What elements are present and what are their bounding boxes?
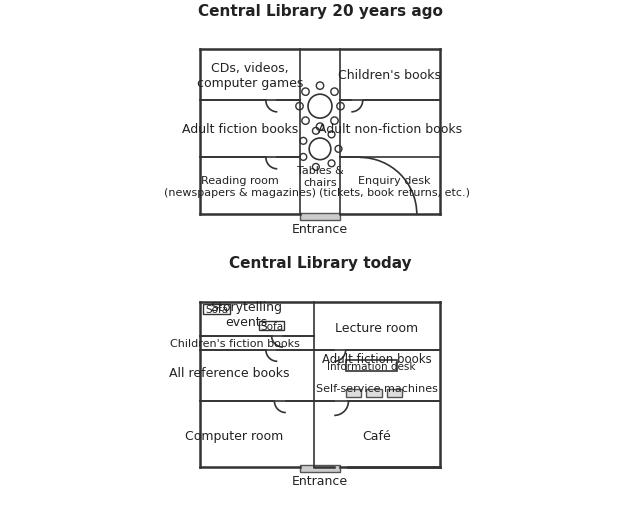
Text: Entrance: Entrance xyxy=(292,223,348,236)
Bar xyxy=(366,389,382,397)
Text: Children's fiction books: Children's fiction books xyxy=(170,338,300,348)
Text: Sofa: Sofa xyxy=(205,305,228,315)
Text: Reading room
(newspapers & magazines): Reading room (newspapers & magazines) xyxy=(164,176,316,197)
Text: Children's books: Children's books xyxy=(339,69,441,82)
Text: Information desk: Information desk xyxy=(327,361,415,371)
Bar xyxy=(346,361,397,372)
Text: Tables &
chairs: Tables & chairs xyxy=(296,166,344,187)
Text: Self-service machines: Self-service machines xyxy=(316,384,438,393)
Text: Computer room: Computer room xyxy=(186,429,284,442)
Bar xyxy=(346,389,362,397)
Text: Adult non-fiction books: Adult non-fiction books xyxy=(317,123,462,136)
Title: Central Library today: Central Library today xyxy=(228,256,412,271)
Text: Adult fiction books: Adult fiction books xyxy=(322,352,432,365)
Bar xyxy=(259,322,284,330)
Text: Sofa: Sofa xyxy=(260,321,283,331)
Bar xyxy=(300,465,340,472)
Text: CDs, videos,
computer games: CDs, videos, computer games xyxy=(197,62,303,90)
Bar xyxy=(204,305,230,315)
Title: Central Library 20 years ago: Central Library 20 years ago xyxy=(198,4,442,19)
Bar xyxy=(300,214,340,221)
Text: Adult fiction books: Adult fiction books xyxy=(182,123,298,136)
Text: All reference books: All reference books xyxy=(168,367,289,379)
Text: Café: Café xyxy=(363,429,391,442)
Text: Storytelling
events: Storytelling events xyxy=(210,300,282,329)
Text: Lecture room: Lecture room xyxy=(335,321,419,334)
Text: Entrance: Entrance xyxy=(292,475,348,487)
Text: Enquiry desk
(tickets, book returns, etc.): Enquiry desk (tickets, book returns, etc… xyxy=(319,176,470,197)
Bar xyxy=(387,389,403,397)
